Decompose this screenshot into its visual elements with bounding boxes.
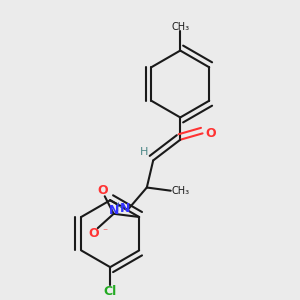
Text: H: H bbox=[116, 203, 124, 213]
Text: O: O bbox=[205, 127, 216, 140]
Text: ⁺: ⁺ bbox=[115, 202, 120, 212]
Text: O: O bbox=[97, 184, 108, 197]
Text: Cl: Cl bbox=[103, 284, 117, 298]
Text: CH₃: CH₃ bbox=[171, 22, 189, 32]
Text: N: N bbox=[120, 202, 130, 215]
Text: N: N bbox=[109, 204, 119, 217]
Text: ⁻: ⁻ bbox=[102, 227, 107, 237]
Text: CH₃: CH₃ bbox=[172, 186, 190, 196]
Text: O: O bbox=[88, 227, 99, 240]
Text: H: H bbox=[140, 148, 148, 158]
